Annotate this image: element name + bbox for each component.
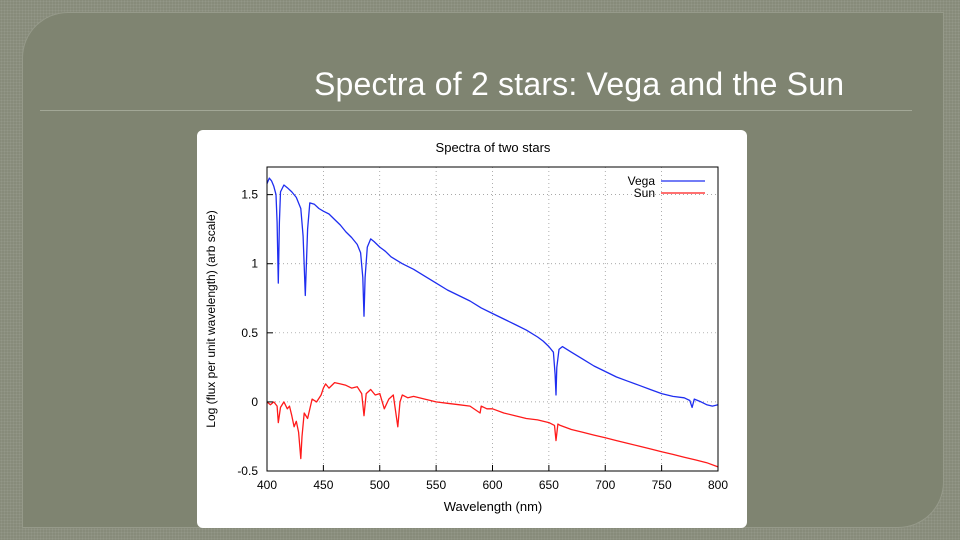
chart-figure: Spectra of two stars 400 450 500 550 600 650 7… — [197, 130, 747, 528]
series-line-sun — [266, 381, 719, 468]
grid-lines — [267, 167, 718, 471]
y-tick-label-1: 0 — [251, 395, 258, 409]
chart-title: Spectra of two stars — [436, 140, 551, 155]
x-tick-label-500: 500 — [370, 478, 390, 492]
x-tick-label-650: 650 — [539, 478, 559, 492]
x-tick-label-400: 400 — [257, 478, 277, 492]
x-tick-label-600: 600 — [482, 478, 502, 492]
legend-label-sun: Sun — [634, 186, 655, 200]
x-tick-label-450: 450 — [313, 478, 333, 492]
y-tick-label-2: 0.5 — [241, 326, 258, 340]
y-tick-label-4: 1.5 — [241, 188, 258, 202]
legend-label-vega: Vega — [628, 174, 656, 188]
x-tick-label-550: 550 — [426, 478, 446, 492]
y-tick-label-3: 1 — [251, 257, 258, 271]
tick-layer: 400 450 500 550 600 650 700 750 800 -0.5 0 0.5 1 1.5 — [237, 188, 728, 492]
chart-legend: Vega Sun — [628, 174, 705, 200]
spectra-chart: Spectra of two stars 400 450 500 550 600 650 7… — [204, 140, 728, 514]
slide-title: Spectra of 2 stars: Vega and the Sun — [314, 66, 845, 102]
y-axis-label: Log (flux per unit wavelength) (arb scal… — [204, 210, 218, 427]
x-axis-label: Wavelength (nm) — [444, 499, 543, 514]
y-tick-label-0: -0.5 — [237, 464, 258, 478]
series-layer — [266, 177, 719, 468]
x-tick-label-700: 700 — [595, 478, 615, 492]
series-line-vega — [266, 177, 719, 409]
x-tick-label-800: 800 — [708, 478, 728, 492]
title-divider — [40, 110, 912, 111]
x-tick-label-750: 750 — [652, 478, 672, 492]
